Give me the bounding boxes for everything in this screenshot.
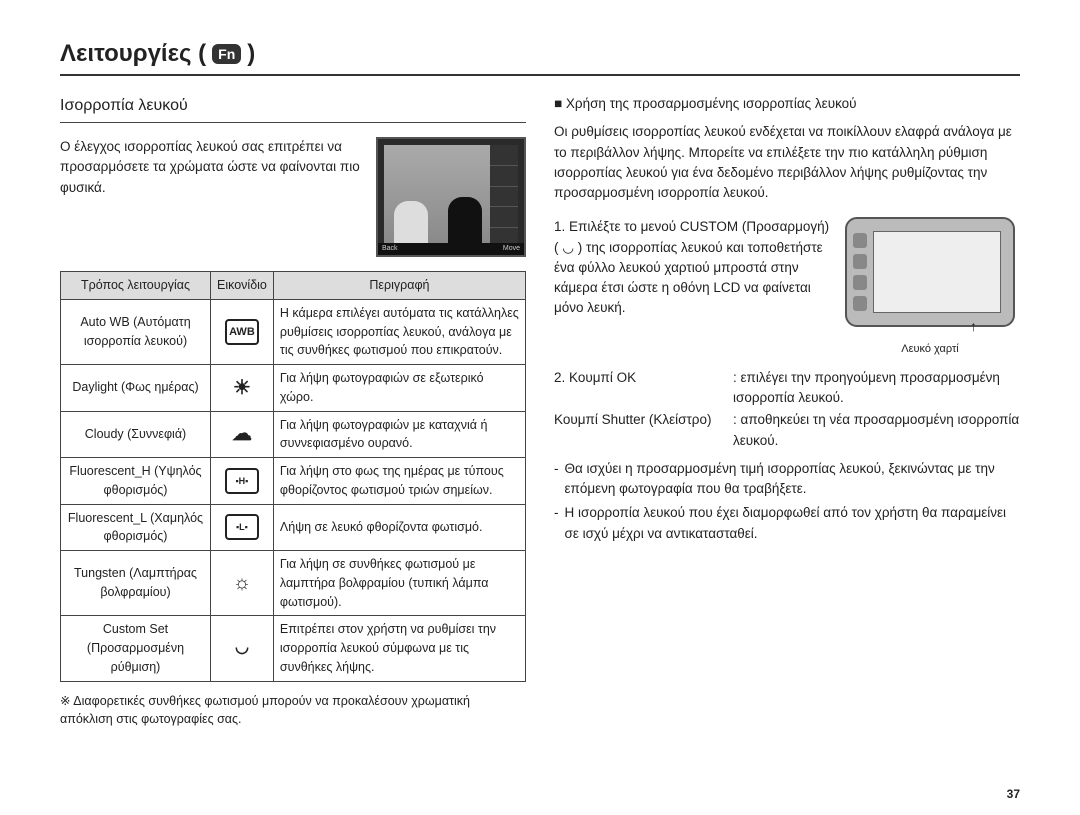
button-name: 2. Κουμπί OK [554, 368, 729, 409]
icon-cell: ☀ [211, 365, 274, 412]
button-description-row: 2. Κουμπί OKεπιλέγει την προηγούμενη προ… [554, 368, 1020, 409]
wb-mode-icon: ◡ [225, 635, 259, 661]
lcd-move: Move [503, 244, 520, 255]
step-1-text: 1. Επιλέξτε το μενού CUSTOM (Προσαρμογή)… [554, 217, 830, 358]
table-row: Daylight (Φως ημέρας) ☀ Για λήψη φωτογραφι… [61, 365, 526, 412]
table-row: Auto WB (Αυτόματη ισορροπία λευκού) AWB Η … [61, 299, 526, 364]
title-suffix: ) [247, 40, 255, 68]
note-item: Η ισορροπία λευκού που έχει διαμορφωθεί … [554, 503, 1020, 544]
wb-mode-icon: ☀ [225, 375, 259, 401]
wb-mode-icon: AWB [225, 319, 259, 345]
desc-cell: Για λήψη στο φως της ημέρας με τύπους φθ… [273, 458, 525, 505]
table-row: Cloudy (Συννεφιά) ☁ Για λήψη φωτογραφιών μ… [61, 411, 526, 458]
camera-lcd-preview: White Balance Back Move [376, 137, 526, 257]
icon-cell: ☼ [211, 551, 274, 616]
page-number: 37 [1007, 787, 1020, 801]
lcd-back: Back [382, 244, 398, 255]
section-subhead: Ισορροπία λευκού [60, 94, 526, 123]
desc-cell: Επιτρέπει στον χρήστη να ρυθμίσει την ισ… [273, 616, 525, 681]
wb-mode-icon: ▪L▪ [225, 514, 259, 540]
table-row: Fluorescent_L (Χαμηλός φθορισμός) ▪L▪ Λήψη… [61, 504, 526, 551]
mode-cell: Fluorescent_L (Χαμηλός φθορισμός) [61, 504, 211, 551]
wb-mode-icon: ▪H▪ [225, 468, 259, 494]
footnote: ※ Διαφορετικές συνθήκες φωτισμού μπορούν… [60, 692, 526, 730]
fn-icon: Fn [212, 44, 241, 64]
button-desc: αποθηκεύει τη νέα προσαρμοσμένη ισορροπί… [733, 410, 1020, 451]
note-item: Θα ισχύει η προσαρμοσμένη τιμή ισορροπία… [554, 459, 1020, 500]
mode-cell: Cloudy (Συννεφιά) [61, 411, 211, 458]
table-row: Fluorescent_H (Υψηλός φθορισμός) ▪H▪ Για λ… [61, 458, 526, 505]
mode-cell: Auto WB (Αυτόματη ισορροπία λευκού) [61, 299, 211, 364]
title-prefix: Λειτουργίες ( [60, 40, 206, 68]
custom-wb-intro: Οι ρυθμίσεις ισορροπίας λευκού ενδέχεται… [554, 122, 1020, 203]
wb-mode-icon: ☼ [225, 570, 259, 596]
table-row: Tungsten (Λαμπτήρας βολφραμίου) ☼ Για λήψη… [61, 551, 526, 616]
table-header: Εικονίδιο [211, 272, 274, 300]
page-title: Λειτουργίες ( Fn ) [60, 40, 1020, 76]
icon-cell: ☁ [211, 411, 274, 458]
custom-wb-heading: Χρήση της προσαρμοσμένης ισορροπίας λευκ… [554, 94, 1020, 114]
mode-cell: Custom Set (Προσαρμοσμένη ρύθμιση) [61, 616, 211, 681]
icon-cell: ▪L▪ [211, 504, 274, 551]
icon-cell: ◡ [211, 616, 274, 681]
button-name: Κουμπί Shutter (Κλείστρο) [554, 410, 729, 451]
button-description-row: Κουμπί Shutter (Κλείστρο)αποθηκεύει τη ν… [554, 410, 1020, 451]
left-column: Ισορροπία λευκού Ο έλεγχος ισορροπίας λε… [60, 94, 526, 729]
white-balance-table: Τρόπος λειτουργίαςΕικονίδιοΠεριγραφή Aut… [60, 271, 526, 682]
desc-cell: Η κάμερα επιλέγει αυτόματα τις κατάλληλε… [273, 299, 525, 364]
desc-cell: Για λήψη σε συνθήκες φωτισμού με λαμπτήρ… [273, 551, 525, 616]
right-column: Χρήση της προσαρμοσμένης ισορροπίας λευκ… [554, 94, 1020, 729]
intro-text: Ο έλεγχος ισορροπίας λευκού σας επιτρέπε… [60, 137, 366, 257]
icon-cell: ▪H▪ [211, 458, 274, 505]
mode-cell: Tungsten (Λαμπτήρας βολφραμίου) [61, 551, 211, 616]
table-row: Custom Set (Προσαρμοσμένη ρύθμιση) ◡ Επιτρ… [61, 616, 526, 681]
desc-cell: Για λήψη φωτογραφιών σε εξωτερικό χώρο. [273, 365, 525, 412]
desc-cell: Λήψη σε λευκό φθορίζοντα φωτισμό. [273, 504, 525, 551]
icon-cell: AWB [211, 299, 274, 364]
camera-caption: Λευκό χαρτί [840, 341, 1020, 358]
desc-cell: Για λήψη φωτογραφιών με καταχνιά ή συννε… [273, 411, 525, 458]
wb-mode-icon: ☁ [225, 421, 259, 447]
button-desc: επιλέγει την προηγούμενη προσαρμοσμένη ι… [733, 368, 1020, 409]
mode-cell: Daylight (Φως ημέρας) [61, 365, 211, 412]
mode-cell: Fluorescent_H (Υψηλός φθορισμός) [61, 458, 211, 505]
arrow-up-icon: ↑ [970, 316, 977, 337]
table-header: Τρόπος λειτουργίας [61, 272, 211, 300]
table-header: Περιγραφή [273, 272, 525, 300]
camera-illustration: ↑ Λευκό χαρτί [840, 217, 1020, 358]
